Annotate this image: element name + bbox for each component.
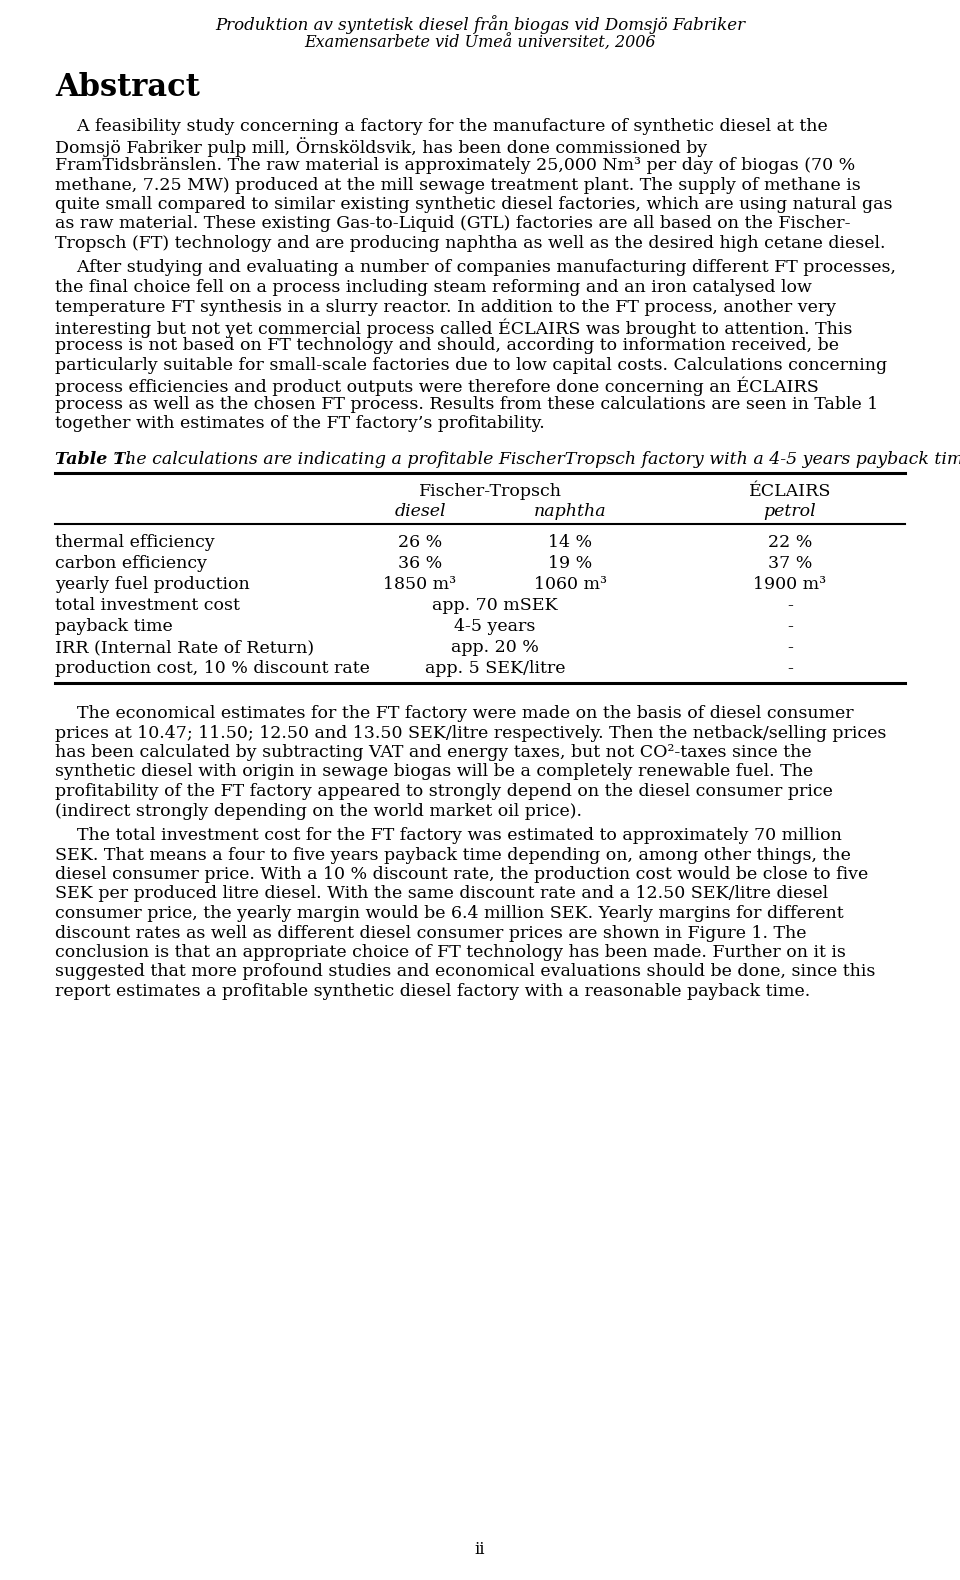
Text: -: - [787,660,793,676]
Text: production cost, 10 % discount rate: production cost, 10 % discount rate [55,660,370,676]
Text: A feasibility study concerning a factory for the manufacture of synthetic diesel: A feasibility study concerning a factory… [55,118,828,134]
Text: quite small compared to similar existing synthetic diesel factories, which are u: quite small compared to similar existing… [55,196,893,213]
Text: app. 5 SEK/litre: app. 5 SEK/litre [424,660,565,676]
Text: prices at 10.47; 11.50; 12.50 and 13.50 SEK/litre respectively. Then the netback: prices at 10.47; 11.50; 12.50 and 13.50 … [55,725,886,741]
Text: total investment cost: total investment cost [55,597,240,615]
Text: carbon efficiency: carbon efficiency [55,555,207,572]
Text: 1060 m³: 1060 m³ [534,577,607,592]
Text: 14 %: 14 % [548,534,592,551]
Text: 19 %: 19 % [548,555,592,572]
Text: profitability of the FT factory appeared to strongly depend on the diesel consum: profitability of the FT factory appeared… [55,784,833,799]
Text: temperature FT synthesis in a slurry reactor. In addition to the FT process, ano: temperature FT synthesis in a slurry rea… [55,299,836,316]
Text: suggested that more profound studies and economical evaluations should be done, : suggested that more profound studies and… [55,964,876,981]
Text: diesel: diesel [395,502,445,520]
Text: thermal efficiency: thermal efficiency [55,534,215,551]
Text: app. 70 mSEK: app. 70 mSEK [432,597,558,615]
Text: Examensarbete vid Umeå universitet, 2006: Examensarbete vid Umeå universitet, 2006 [304,35,656,52]
Text: SEK per produced litre diesel. With the same discount rate and a 12.50 SEK/litre: SEK per produced litre diesel. With the … [55,885,828,902]
Text: naphtha: naphtha [534,502,607,520]
Text: 26 %: 26 % [397,534,443,551]
Text: the final choice fell on a process including steam reforming and an iron catalys: the final choice fell on a process inclu… [55,280,812,295]
Text: FramTidsbränslen. The raw material is approximately 25,000 Nm³ per day of biogas: FramTidsbränslen. The raw material is ap… [55,156,855,174]
Text: as raw material. These existing Gas-to-Liquid (GTL) factories are all based on t: as raw material. These existing Gas-to-L… [55,215,851,232]
Text: The economical estimates for the FT factory were made on the basis of diesel con: The economical estimates for the FT fact… [55,705,853,722]
Text: -: - [787,597,793,615]
Text: synthetic diesel with origin in sewage biogas will be a completely renewable fue: synthetic diesel with origin in sewage b… [55,763,813,781]
Text: app. 20 %: app. 20 % [451,638,539,656]
Text: Tropsch (FT) technology and are producing naphtha as well as the desired high ce: Tropsch (FT) technology and are producin… [55,235,885,251]
Text: methane, 7.25 MW) produced at the mill sewage treatment plant. The supply of met: methane, 7.25 MW) produced at the mill s… [55,177,861,193]
Text: The calculations are indicating a profitable FischerTropsch factory with a 4-5 y: The calculations are indicating a profit… [108,450,960,468]
Text: 22 %: 22 % [768,534,812,551]
Text: 36 %: 36 % [397,555,443,572]
Text: yearly fuel production: yearly fuel production [55,577,250,592]
Text: -: - [787,638,793,656]
Text: report estimates a profitable synthetic diesel factory with a reasonable payback: report estimates a profitable synthetic … [55,983,810,1000]
Text: After studying and evaluating a number of companies manufacturing different FT p: After studying and evaluating a number o… [55,259,896,276]
Text: conclusion is that an appropriate choice of FT technology has been made. Further: conclusion is that an appropriate choice… [55,943,846,961]
Text: process efficiencies and product outputs were therefore done concerning an ÉCLAI: process efficiencies and product outputs… [55,376,819,397]
Text: process as well as the chosen FT process. Results from these calculations are se: process as well as the chosen FT process… [55,397,878,412]
Text: (indirect strongly depending on the world market oil price).: (indirect strongly depending on the worl… [55,803,582,820]
Text: ii: ii [475,1540,485,1558]
Text: process is not based on FT technology and should, according to information recei: process is not based on FT technology an… [55,338,839,354]
Text: 1850 m³: 1850 m³ [383,577,457,592]
Text: interesting but not yet commercial process called ÉCLAIRS was brought to attenti: interesting but not yet commercial proce… [55,318,852,338]
Text: discount rates as well as different diesel consumer prices are shown in Figure 1: discount rates as well as different dies… [55,924,806,942]
Text: together with estimates of the FT factory’s profitability.: together with estimates of the FT factor… [55,416,544,433]
Text: Produktion av syntetisk diesel från biogas vid Domsjö Fabriker: Produktion av syntetisk diesel från biog… [215,14,745,33]
Text: has been calculated by subtracting VAT and energy taxes, but not CO²-taxes since: has been calculated by subtracting VAT a… [55,744,811,762]
Text: particularly suitable for small-scale factories due to low capital costs. Calcul: particularly suitable for small-scale fa… [55,357,887,374]
Text: Domsjö Fabriker pulp mill, Örnsköldsvik, has been done commissioned by: Domsjö Fabriker pulp mill, Örnsköldsvik,… [55,137,708,158]
Text: 1900 m³: 1900 m³ [754,577,827,592]
Text: Table 1.: Table 1. [55,450,132,468]
Text: ÉCLAIRS: ÉCLAIRS [749,483,831,499]
Text: 37 %: 37 % [768,555,812,572]
Text: petrol: petrol [764,502,816,520]
Text: IRR (Internal Rate of Return): IRR (Internal Rate of Return) [55,638,314,656]
Text: The total investment cost for the FT factory was estimated to approximately 70 m: The total investment cost for the FT fac… [55,826,842,844]
Text: consumer price, the yearly margin would be 6.4 million SEK. Yearly margins for d: consumer price, the yearly margin would … [55,905,844,923]
Text: SEK. That means a four to five years payback time depending on, among other thin: SEK. That means a four to five years pay… [55,847,851,864]
Text: 4-5 years: 4-5 years [454,618,536,635]
Text: Fischer-Tropsch: Fischer-Tropsch [419,483,562,499]
Text: diesel consumer price. With a 10 % discount rate, the production cost would be c: diesel consumer price. With a 10 % disco… [55,866,868,883]
Text: payback time: payback time [55,618,173,635]
Text: Abstract: Abstract [55,73,200,103]
Text: -: - [787,618,793,635]
